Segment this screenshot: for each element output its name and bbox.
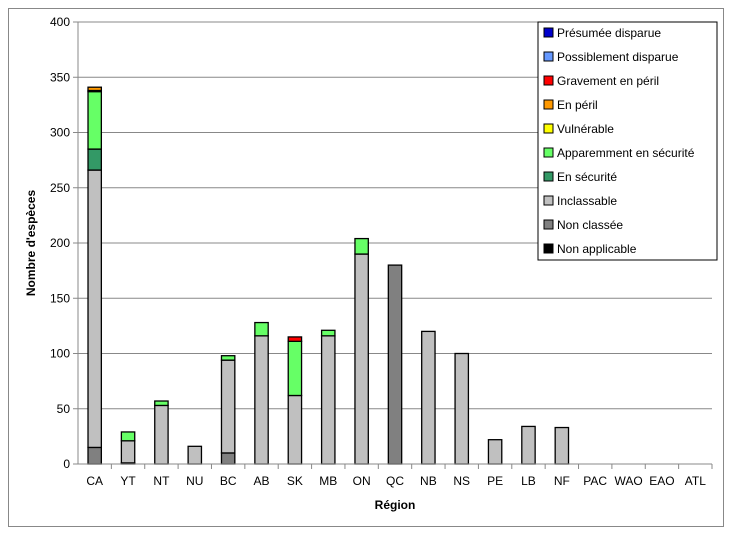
chart-frame [8, 8, 724, 527]
bar-segment [87, 90, 103, 150]
y-tick-label: 350 [50, 70, 70, 84]
legend-swatch [543, 99, 554, 110]
bar-segment [220, 355, 236, 361]
bar-segment [254, 335, 269, 465]
x-tick-label: PAC [583, 474, 607, 488]
bar-segment [154, 400, 169, 407]
x-tick-label: LB [521, 474, 536, 488]
legend-label: Non applicable [557, 242, 637, 256]
y-tick-label: 400 [50, 15, 70, 29]
legend-swatch [543, 195, 554, 206]
bar-segment [120, 431, 136, 442]
bar-segment [220, 359, 236, 454]
legend-swatch [543, 27, 554, 38]
bar-segment [354, 253, 369, 465]
x-tick-label: ATL [685, 474, 706, 488]
legend: Présumée disparue Possiblement disparue Gr… [537, 21, 718, 261]
x-tick-label: NS [453, 474, 470, 488]
bar-segment [87, 86, 103, 92]
x-axis-label: Région [375, 498, 416, 512]
x-tick-label: SK [287, 474, 303, 488]
legend-swatch [543, 51, 554, 62]
x-tick-label: MB [319, 474, 337, 488]
legend-label: En sécurité [557, 170, 617, 184]
x-tick-label: BC [220, 474, 237, 488]
bar-segment [387, 264, 403, 465]
y-tick-label: 200 [50, 236, 70, 250]
bar-segment [320, 335, 336, 465]
x-tick-label: QC [386, 474, 404, 488]
bar-segment [254, 321, 269, 337]
legend-swatch [543, 219, 554, 230]
legend-label: Apparemment en sécurité [557, 146, 695, 160]
legend-label: Non classée [557, 218, 623, 232]
x-tick-label: PE [487, 474, 503, 488]
x-tick-label: NU [186, 474, 203, 488]
x-tick-label: WAO [614, 474, 642, 488]
x-tick-label: NF [554, 474, 570, 488]
x-tick-label: CA [86, 474, 103, 488]
bar-segment [87, 148, 103, 171]
x-tick-label: NB [420, 474, 437, 488]
x-tick-label: ON [353, 474, 371, 488]
y-tick-label: 250 [50, 181, 70, 195]
legend-label: Gravement en péril [557, 74, 659, 88]
legend-swatch [543, 75, 554, 86]
y-tick-label: 0 [63, 457, 70, 471]
y-tick-label: 50 [57, 402, 71, 416]
legend-swatch [543, 171, 554, 182]
bar-segment [320, 329, 336, 337]
bar-segment [87, 446, 103, 465]
x-tick-label: EAO [649, 474, 674, 488]
bar-segment [554, 426, 570, 465]
legend-swatch [543, 243, 554, 254]
bar-segment [287, 394, 303, 465]
bar-segment [287, 340, 303, 397]
bar-segment [120, 440, 136, 464]
x-tick-label: NT [153, 474, 170, 488]
y-tick-label: 300 [50, 126, 70, 140]
y-tick-label: 100 [50, 347, 70, 361]
bar-segment [521, 425, 536, 465]
legend-label: Possiblement disparue [557, 50, 679, 64]
legend-label: Présumée disparue [557, 26, 661, 40]
legend-label: Inclassable [557, 194, 617, 208]
bar-segment [287, 336, 303, 342]
bar-segment [87, 169, 103, 449]
x-tick-label: YT [120, 474, 136, 488]
bar-segment [220, 452, 236, 465]
y-axis-label: Nombre d'espèces [24, 190, 38, 297]
legend-label: Vulnérable [557, 122, 614, 136]
legend-swatch [543, 147, 554, 158]
bar-segment [454, 352, 470, 465]
bar-segment [354, 237, 369, 255]
legend-label: En péril [557, 98, 598, 112]
legend-swatch [543, 123, 554, 134]
x-tick-label: AB [254, 474, 270, 488]
bar-segment [154, 404, 169, 465]
bar-segment [487, 439, 503, 465]
bar-segment [187, 445, 203, 465]
y-tick-label: 150 [50, 291, 70, 305]
bar-segment [421, 330, 436, 465]
legend-box [537, 21, 718, 261]
